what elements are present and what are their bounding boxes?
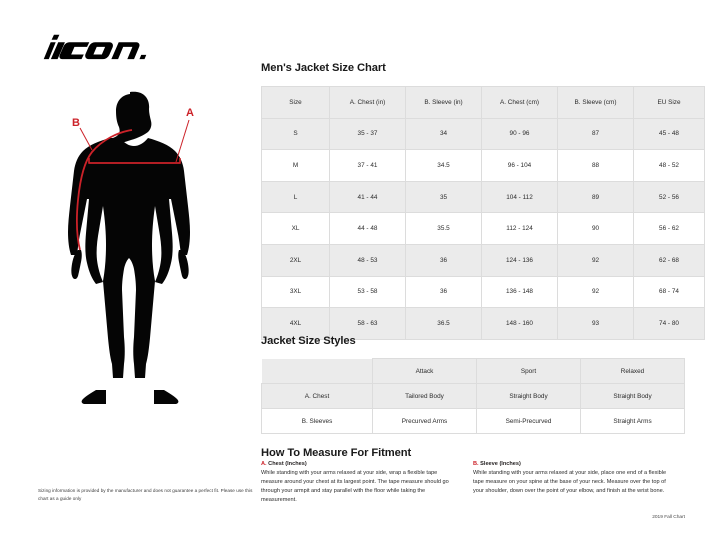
fitment-item: A. Chest (Inches) While standing with you…: [261, 461, 459, 505]
table-row: L 41 - 44 35 104 - 112 89 52 - 56: [261, 180, 705, 214]
column-header: A. Chest (in): [329, 86, 406, 119]
style-row-label: A. Chest: [261, 383, 373, 409]
table-row: 2XL 48 - 53 36 124 - 136 92 62 - 68: [261, 243, 705, 277]
table-row: 3XL 53 - 58 36 136 - 148 92 68 - 74: [261, 275, 705, 309]
style-column-header: Attack: [372, 358, 477, 384]
fitment-instructions: A. Chest (Inches) While standing with you…: [261, 461, 691, 505]
fitment-item-heading: A. Chest (Inches): [261, 461, 459, 467]
measurement-cell: 90 - 96: [481, 117, 558, 151]
measurement-cell: 52 - 56: [633, 180, 705, 214]
fitment-body-text: While standing with your arms relaxed at…: [473, 469, 667, 494]
measurement-cell: 41 - 44: [329, 180, 406, 214]
column-header: A. Chest (cm): [481, 86, 558, 119]
measurement-cell: 35: [405, 180, 482, 214]
style-value-cell: Precurved Arms: [372, 408, 477, 434]
column-header: B. Sleeve (cm): [557, 86, 634, 119]
measurement-lines: [76, 119, 190, 251]
measurement-cell: 88: [557, 149, 634, 182]
measurement-cell: 148 - 160: [481, 307, 558, 340]
figure-svg: A B: [68, 91, 194, 404]
style-row-label: B. Sleeves: [261, 408, 373, 434]
size-label-cell: S: [261, 117, 330, 151]
style-value-cell: Straight Body: [476, 383, 581, 409]
size-label-cell: 3XL: [261, 275, 330, 309]
measurement-cell: 35 - 37: [329, 117, 406, 151]
right-panel: Men's Jacket Size Chart Size A. Chest (in…: [258, 0, 720, 540]
column-header: Size: [261, 86, 330, 119]
size-label-cell: M: [261, 149, 330, 182]
measurement-cell: 35.5: [405, 212, 482, 245]
fitment-item: B. Sleeve (Inches) While standing with yo…: [473, 461, 671, 505]
table-row: M 37 - 41 34.5 96 - 104 88 48 - 52: [261, 149, 705, 182]
measurement-cell: 74 - 80: [633, 307, 705, 340]
jacket-styles-table: Attack Sport Relaxed A. Chest Tailored Body S…: [261, 358, 685, 434]
styles-corner-cell: [261, 358, 373, 384]
style-value-cell: Tailored Body: [372, 383, 477, 409]
measurement-cell: 53 - 58: [329, 275, 406, 309]
left-panel: A B Sizing information is provided by th…: [0, 0, 258, 540]
footer-chart-note: 2019 Fall Chart: [652, 515, 685, 520]
marker-b-label: B: [72, 117, 80, 129]
fitment-item-heading: B. Sleeve (Inches): [473, 461, 671, 467]
table-row: S 35 - 37 34 90 - 96 87 45 - 48: [261, 117, 705, 151]
measurement-cell: 89: [557, 180, 634, 214]
table-row: 4XL 58 - 63 36.5 148 - 160 93 74 - 80: [261, 307, 705, 340]
size-label-cell: 4XL: [261, 307, 330, 340]
measurement-cell: 45 - 48: [633, 117, 705, 151]
brand-logo-svg: [43, 34, 147, 60]
styles-row: A. Chest Tailored Body Straight Body Straig…: [261, 383, 685, 409]
style-column-header: Relaxed: [580, 358, 685, 384]
icon-brand-logo: [36, 32, 162, 66]
size-label-cell: XL: [261, 212, 330, 245]
measurement-cell: 104 - 112: [481, 180, 558, 214]
size-label-cell: 2XL: [261, 243, 330, 277]
measurement-cell: 87: [557, 117, 634, 151]
fitment-marker: A.: [261, 461, 267, 467]
measurement-cell: 136 - 148: [481, 275, 558, 309]
styles-header-row: Attack Sport Relaxed: [261, 358, 685, 384]
body-measurement-figure: A B: [58, 90, 230, 420]
sizing-disclaimer: Sizing information is provided by the ma…: [38, 488, 253, 502]
table-row: XL 44 - 48 35.5 112 - 124 90 56 - 62: [261, 212, 705, 245]
column-header: B. Sleeve (in): [405, 86, 482, 119]
styles-chart-heading: Jacket Size Styles: [261, 335, 356, 347]
fitment-heading-text: Chest (Inches): [268, 461, 307, 467]
measurement-cell: 58 - 63: [329, 307, 406, 340]
measurement-cell: 96 - 104: [481, 149, 558, 182]
column-header: EU Size: [633, 86, 705, 119]
measurement-cell: 48 - 52: [633, 149, 705, 182]
fitment-marker: B.: [473, 461, 479, 467]
style-column-header: Sport: [476, 358, 581, 384]
table-header-row: Size A. Chest (in) B. Sleeve (in) A. Chest …: [261, 86, 705, 119]
measurement-cell: 112 - 124: [481, 212, 558, 245]
measurement-cell: 90: [557, 212, 634, 245]
measurement-cell: 44 - 48: [329, 212, 406, 245]
measurement-cell: 68 - 74: [633, 275, 705, 309]
fitment-heading: How To Measure For Fitment: [261, 447, 412, 459]
style-value-cell: Straight Arms: [580, 408, 685, 434]
measurement-cell: 56 - 62: [633, 212, 705, 245]
measurement-cell: 37 - 41: [329, 149, 406, 182]
style-value-cell: Straight Body: [580, 383, 685, 409]
size-label-cell: L: [261, 180, 330, 214]
measurement-cell: 34.5: [405, 149, 482, 182]
measurement-cell: 34: [405, 117, 482, 151]
styles-row: B. Sleeves Precurved Arms Semi-Precurved St…: [261, 408, 685, 434]
size-chart-heading: Men's Jacket Size Chart: [261, 62, 386, 74]
marker-a-label: A: [186, 107, 194, 119]
fitment-heading-text: Sleeve (Inches): [480, 461, 521, 467]
measurement-cell: 36.5: [405, 307, 482, 340]
male-silhouette: [68, 91, 190, 404]
measurement-cell: 62 - 68: [633, 243, 705, 277]
measurement-cell: 92: [557, 275, 634, 309]
measurement-cell: 93: [557, 307, 634, 340]
measurement-cell: 36: [405, 275, 482, 309]
fitment-body-text: While standing with your arms relaxed at…: [261, 469, 449, 503]
style-value-cell: Semi-Precurved: [476, 408, 581, 434]
measurement-cell: 92: [557, 243, 634, 277]
measurement-cell: 36: [405, 243, 482, 277]
measurement-cell: 48 - 53: [329, 243, 406, 277]
size-chart-table: Size A. Chest (in) B. Sleeve (in) A. Chest …: [261, 86, 705, 340]
measurement-cell: 124 - 136: [481, 243, 558, 277]
